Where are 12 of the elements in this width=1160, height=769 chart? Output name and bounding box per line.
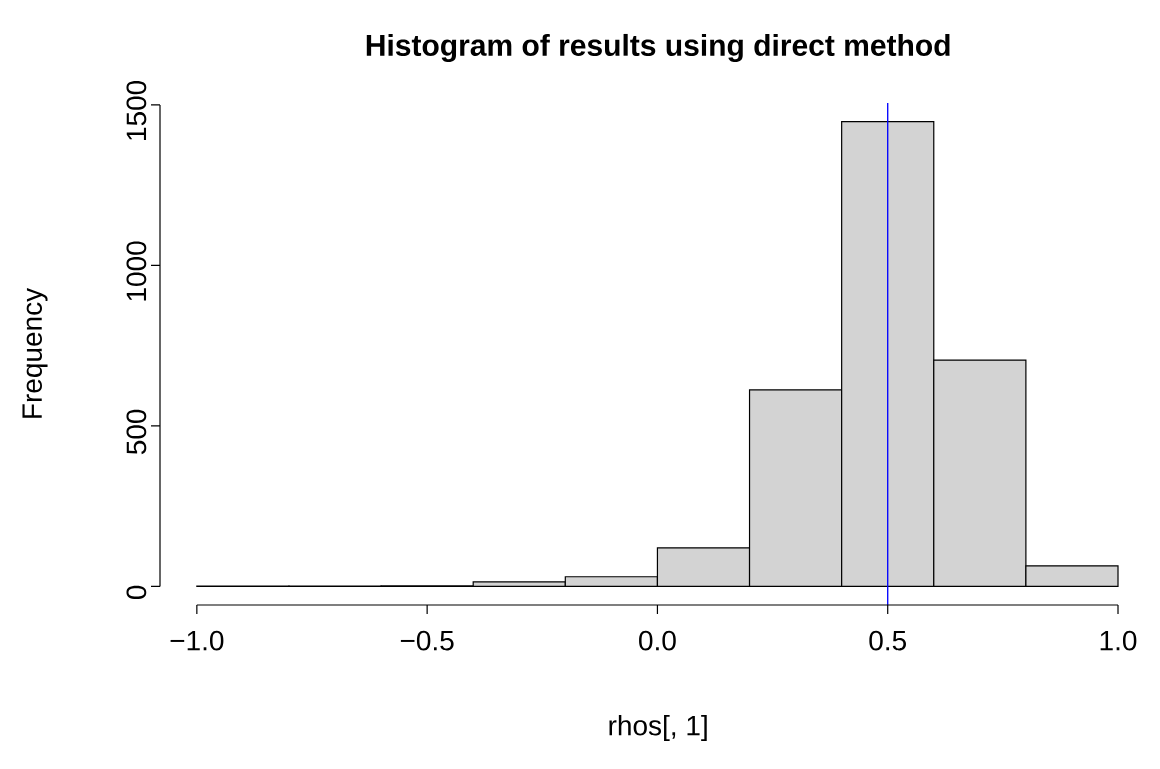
- x-tick-label: 0.5: [869, 630, 906, 651]
- y-tick-label: 1500: [126, 80, 147, 140]
- x-tick-label: −1.0: [170, 630, 224, 651]
- x-tick-label: 0.0: [639, 630, 676, 651]
- y-axis-title: Frequency: [22, 287, 48, 418]
- x-tick-label: 1.0: [1100, 630, 1137, 651]
- x-tick-label: −0.5: [400, 630, 454, 651]
- y-tick-label: 1000: [126, 241, 147, 301]
- y-tick-label: 0: [126, 585, 147, 600]
- chart-title: Histogram of results using direct method: [366, 33, 950, 63]
- y-tick-label: 500: [126, 409, 147, 455]
- x-axis-title: rhos[, 1]: [609, 714, 707, 742]
